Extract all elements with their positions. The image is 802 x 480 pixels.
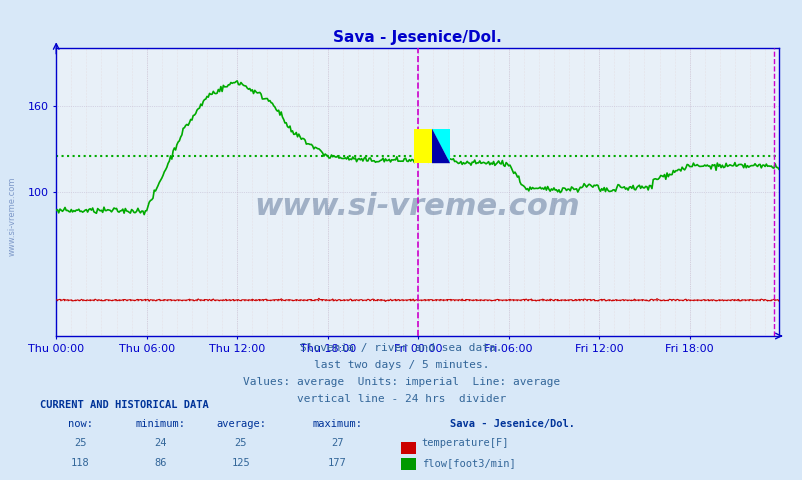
FancyBboxPatch shape	[414, 129, 431, 163]
Text: Slovenia / river and sea data.: Slovenia / river and sea data.	[300, 343, 502, 353]
Text: 177: 177	[327, 457, 346, 468]
Text: www.si-vreme.com: www.si-vreme.com	[254, 192, 580, 221]
Text: 125: 125	[231, 457, 250, 468]
Text: flow[foot3/min]: flow[foot3/min]	[421, 457, 515, 468]
Text: 25: 25	[74, 438, 87, 448]
Polygon shape	[431, 129, 449, 163]
Text: maximum:: maximum:	[312, 419, 362, 429]
Text: temperature[F]: temperature[F]	[421, 438, 508, 448]
Text: 27: 27	[330, 438, 343, 448]
Text: 25: 25	[234, 438, 247, 448]
Text: vertical line - 24 hrs  divider: vertical line - 24 hrs divider	[297, 394, 505, 404]
Text: CURRENT AND HISTORICAL DATA: CURRENT AND HISTORICAL DATA	[40, 400, 209, 410]
Text: Sava - Jesenice/Dol.: Sava - Jesenice/Dol.	[449, 419, 574, 429]
Text: 24: 24	[154, 438, 167, 448]
Text: www.si-vreme.com: www.si-vreme.com	[7, 176, 17, 256]
Text: minimum:: minimum:	[136, 419, 185, 429]
Text: 86: 86	[154, 457, 167, 468]
Polygon shape	[431, 129, 449, 163]
Text: Values: average  Units: imperial  Line: average: Values: average Units: imperial Line: av…	[242, 377, 560, 387]
Title: Sava - Jesenice/Dol.: Sava - Jesenice/Dol.	[333, 30, 501, 46]
Text: average:: average:	[216, 419, 265, 429]
Text: last two days / 5 minutes.: last two days / 5 minutes.	[314, 360, 488, 370]
Text: 118: 118	[71, 457, 90, 468]
Text: now:: now:	[67, 419, 93, 429]
